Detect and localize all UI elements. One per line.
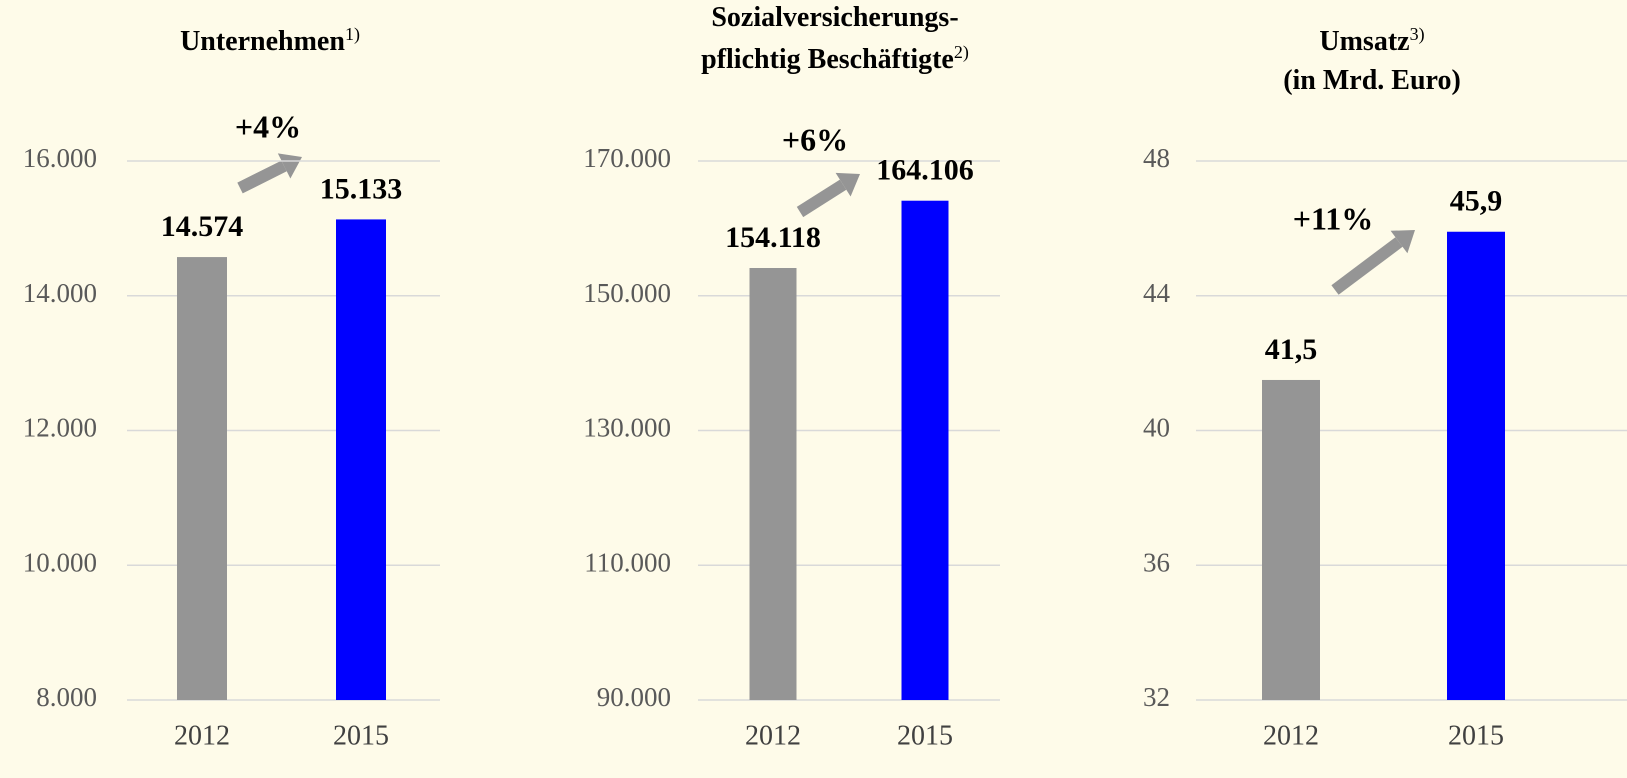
y-tick-label: 12.000 [23, 413, 97, 443]
title-text: (in Mrd. Euro) [1283, 65, 1461, 96]
y-tick-label: 8.000 [36, 682, 97, 712]
growth-annotation: +4% [235, 108, 301, 144]
growth-arrow-shaft [237, 160, 287, 194]
bar [177, 257, 227, 700]
title-text: pflichtig Beschäftigte [701, 44, 954, 75]
y-tick-label: 16.000 [23, 143, 97, 173]
growth-annotation: +11% [1293, 200, 1373, 236]
x-tick-label: 2012 [745, 720, 801, 751]
bar [1447, 231, 1505, 700]
y-tick-label: 14.000 [23, 278, 97, 308]
growth-arrow-head [835, 172, 860, 197]
y-tick-label: 90.000 [597, 682, 671, 712]
growth-annotation: +6% [782, 121, 848, 157]
value-label: 164.106 [876, 154, 974, 187]
y-tick-label: 48 [1143, 143, 1170, 173]
value-label: 41,5 [1265, 333, 1318, 366]
y-tick-label: 32 [1143, 682, 1170, 712]
title-superscript: 1) [345, 24, 360, 45]
y-tick-label: 10.000 [23, 547, 97, 577]
y-tick-label: 150.000 [583, 278, 671, 308]
chart-title: (in Mrd. Euro) [1283, 65, 1461, 96]
value-label: 14.574 [161, 210, 244, 243]
title-superscript: 3) [1410, 24, 1425, 45]
x-tick-label: 2015 [1448, 720, 1504, 751]
value-label: 15.133 [320, 172, 403, 205]
x-tick-label: 2012 [174, 720, 230, 751]
title-text: Unternehmen [180, 26, 345, 57]
chart-title: Sozialversicherungs- [711, 2, 958, 33]
x-tick-label: 2015 [897, 720, 953, 751]
y-tick-label: 170.000 [583, 143, 671, 173]
y-tick-label: 130.000 [583, 413, 671, 443]
x-tick-label: 2015 [333, 720, 389, 751]
growth-arrow-shaft [1331, 237, 1403, 295]
chart-title: Umsatz3) [1319, 24, 1424, 57]
bar [336, 219, 386, 700]
value-label: 45,9 [1450, 185, 1503, 218]
chart-title: pflichtig Beschäftigte2) [701, 42, 969, 75]
title-superscript: 2) [954, 42, 969, 63]
y-tick-label: 110.000 [584, 547, 671, 577]
growth-arrow-head [277, 153, 302, 179]
growth-arrow-head [1390, 230, 1415, 254]
bar [901, 200, 949, 701]
y-tick-label: 44 [1143, 278, 1171, 308]
bar [1262, 379, 1320, 700]
bar [749, 268, 797, 700]
growth-arrow-shaft [796, 179, 847, 218]
y-tick-label: 40 [1143, 413, 1170, 443]
title-text: Umsatz [1319, 26, 1409, 57]
y-tick-label: 36 [1143, 547, 1170, 577]
value-label: 154.118 [725, 221, 821, 254]
x-tick-label: 2012 [1263, 720, 1319, 751]
chart-title: Unternehmen1) [180, 24, 360, 57]
title-text: Sozialversicherungs- [711, 2, 958, 33]
